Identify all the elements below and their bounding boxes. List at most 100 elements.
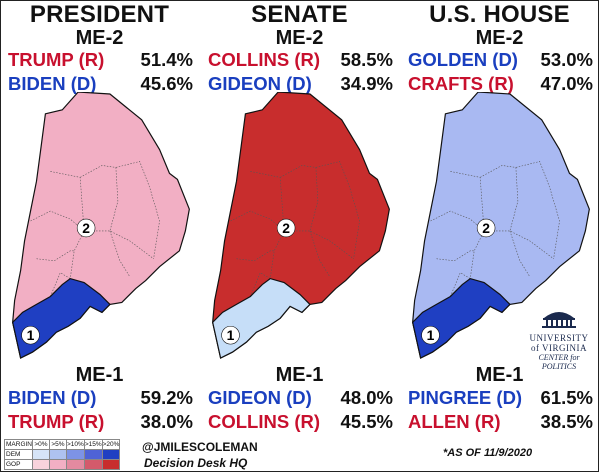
- district-label-me1: ME-1: [75, 364, 124, 386]
- county-line: [236, 250, 275, 262]
- district-label-me1: ME-1: [275, 364, 324, 386]
- vote-share: 34.9%: [340, 73, 393, 94]
- district-label-me1: ME-1: [475, 364, 524, 386]
- county-line: [484, 230, 554, 259]
- candidate-name: BIDEN (D): [8, 387, 97, 408]
- result-row: COLLINS (R) 45.5%: [208, 411, 393, 433]
- maine-district-map: 21: [211, 92, 390, 359]
- legend-row-label: GOP: [4, 459, 33, 470]
- legend-header-cell: >0%: [32, 439, 50, 450]
- district-number: 2: [282, 220, 290, 236]
- legend-header-cell: >20%: [101, 439, 121, 450]
- district-number: 2: [482, 220, 490, 236]
- county-line: [80, 165, 119, 232]
- vote-share: 47.0%: [540, 73, 593, 94]
- legend-header-cell: >5%: [49, 439, 67, 450]
- county-line: [315, 161, 360, 259]
- district-number: 1: [227, 327, 235, 343]
- legend-swatch: [49, 459, 67, 470]
- district-label-me2: ME-2: [475, 27, 524, 49]
- vote-share: 48.0%: [340, 387, 393, 408]
- maine-district-map: 21: [411, 92, 590, 359]
- result-row: TRUMP (R) 51.4%: [8, 49, 193, 71]
- candidate-name: CRAFTS (R): [408, 73, 514, 94]
- county-line: [50, 272, 71, 297]
- vote-share: 45.6%: [140, 73, 193, 94]
- county-line: [284, 230, 354, 259]
- district-number-badge: [476, 218, 496, 238]
- legend-swatch: [66, 449, 85, 460]
- result-row: GOLDEN (D) 53.0%: [408, 49, 593, 71]
- result-row: COLLINS (R) 58.5%: [208, 49, 393, 71]
- county-line: [430, 210, 485, 232]
- county-line: [230, 210, 285, 232]
- county-line: [515, 161, 560, 259]
- rotunda-icon: [542, 312, 576, 328]
- candidate-name: ALLEN (R): [408, 411, 501, 432]
- district-number-badge: [76, 218, 96, 238]
- candidate-name: TRUMP (R): [8, 49, 105, 70]
- legend-swatch: [101, 449, 121, 460]
- county-line: [480, 165, 519, 232]
- county-line: [115, 161, 160, 259]
- district-number-badge: [421, 325, 440, 345]
- column-2: SENATE ME-2 COLLINS (R) 58.5% GIDEON (D) 34.9…: [200, 0, 399, 472]
- result-row: CRAFTS (R) 47.0%: [408, 73, 593, 95]
- margin-legend: MARGIN >0% >5% >10% >15% >20% DEM GOP: [4, 439, 121, 470]
- legend-swatch: [83, 459, 103, 470]
- result-row: BIDEN (D) 59.2%: [8, 387, 193, 409]
- county-line: [250, 272, 271, 297]
- column-1: PRESIDENT ME-2 TRUMP (R) 51.4% BIDEN (D) 45.6…: [0, 0, 199, 472]
- district-label-me2: ME-2: [75, 27, 124, 49]
- uva-center-for-politics-logo: UNIVERSITY of VIRGINIA CENTER for POLITI…: [522, 308, 596, 371]
- result-row: ALLEN (R) 38.5%: [408, 411, 593, 433]
- column-title: PRESIDENT: [29, 1, 170, 28]
- candidate-name: GOLDEN (D): [408, 49, 518, 70]
- candidate-name: COLLINS (R): [208, 49, 321, 70]
- district-number: 2: [82, 220, 90, 236]
- county-line: [30, 210, 85, 232]
- vote-share: 51.4%: [140, 49, 193, 70]
- logo-subtitle: CENTER for POLITICS: [538, 353, 580, 371]
- column-title: U.S. HOUSE: [429, 1, 570, 28]
- candidate-name: BIDEN (D): [8, 73, 97, 94]
- candidate-name: GIDEON (D): [208, 387, 312, 408]
- vote-share: 58.5%: [340, 49, 393, 70]
- county-line: [436, 250, 475, 262]
- district-number: 1: [427, 327, 435, 343]
- result-row: BIDEN (D) 45.6%: [8, 73, 193, 95]
- column-3: U.S. HOUSE ME-2 GOLDEN (D) 53.0% CRAFTS (R) 4…: [400, 0, 599, 472]
- logo-name-line1: UNIVERSITY: [529, 333, 589, 343]
- legend-header-cell: >10%: [66, 439, 85, 450]
- candidate-name: GIDEON (D): [208, 73, 312, 94]
- legend-swatch: [83, 449, 103, 460]
- county-line: [84, 230, 154, 259]
- legend-swatch: [32, 459, 50, 470]
- result-row: GIDEON (D) 48.0%: [208, 387, 393, 409]
- logo-name-line2: of VIRGINIA: [530, 343, 588, 353]
- column-title: SENATE: [251, 1, 348, 28]
- district-number-badge: [221, 325, 240, 345]
- data-source: Decision Desk HQ: [144, 456, 248, 470]
- district-number: 1: [27, 327, 35, 343]
- legend-swatch: [101, 459, 121, 470]
- candidate-name: TRUMP (R): [8, 411, 105, 432]
- vote-share: 61.5%: [540, 387, 593, 408]
- result-row: TRUMP (R) 38.0%: [8, 411, 193, 433]
- candidate-name: PINGREE (D): [408, 387, 523, 408]
- legend-row-label: DEM: [4, 449, 33, 460]
- result-row: GIDEON (D) 34.9%: [208, 73, 393, 95]
- county-line: [280, 165, 319, 232]
- vote-share: 38.0%: [140, 411, 193, 432]
- county-line: [36, 250, 75, 262]
- district-number-badge: [21, 325, 40, 345]
- author-credit: @JMILESCOLEMAN: [142, 440, 258, 454]
- result-row: PINGREE (D) 61.5%: [408, 387, 593, 409]
- legend-header-cell: MARGIN: [4, 439, 33, 450]
- county-line: [450, 272, 471, 297]
- legend-swatch: [32, 449, 50, 460]
- legend-swatch: [66, 459, 85, 470]
- as-of-note: *AS OF 11/9/2020: [443, 447, 533, 459]
- vote-share: 38.5%: [540, 411, 593, 432]
- candidate-name: COLLINS (R): [208, 411, 321, 432]
